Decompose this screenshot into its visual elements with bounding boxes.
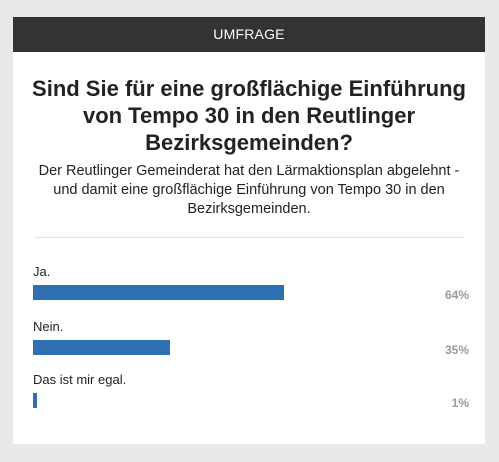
result-bar xyxy=(33,393,37,408)
poll-option-egal: Das ist mir egal. 1% xyxy=(33,372,469,422)
option-label: Ja. xyxy=(33,264,51,279)
result-bar xyxy=(33,285,284,300)
divider xyxy=(34,237,464,238)
option-percent: 64% xyxy=(444,288,469,302)
poll-widget: UMFRAGE Sind Sie für eine großflächige E… xyxy=(13,17,485,444)
result-bar xyxy=(33,340,170,355)
poll-header: UMFRAGE xyxy=(13,17,485,52)
poll-option-ja: Ja. 64% xyxy=(33,264,469,314)
poll-option-nein: Nein. 35% xyxy=(33,319,469,369)
option-label: Nein. xyxy=(33,319,64,334)
poll-question: Sind Sie für eine großflächige Einführun… xyxy=(32,76,466,155)
option-percent: 1% xyxy=(451,396,469,410)
option-percent: 35% xyxy=(444,343,469,357)
option-label: Das ist mir egal. xyxy=(33,372,127,387)
poll-description: Der Reutlinger Gemeinderat hat den Lärma… xyxy=(38,163,460,217)
